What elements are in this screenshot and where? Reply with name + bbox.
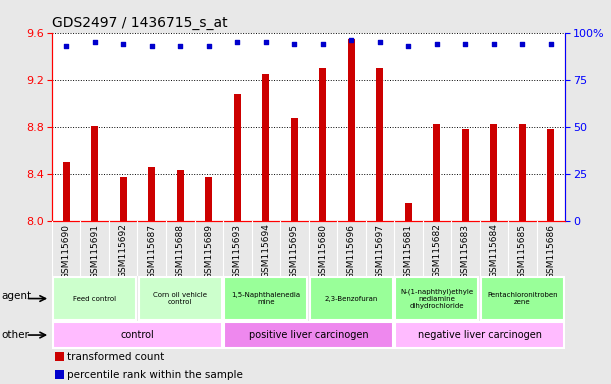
Bar xyxy=(148,167,155,221)
Point xyxy=(489,41,499,47)
Text: GSM115691: GSM115691 xyxy=(90,223,99,278)
Bar xyxy=(433,124,441,221)
Text: negative liver carcinogen: negative liver carcinogen xyxy=(418,330,541,340)
Point xyxy=(403,43,413,49)
Bar xyxy=(348,38,355,221)
Bar xyxy=(177,170,184,221)
Bar xyxy=(291,119,298,221)
Point xyxy=(119,41,128,47)
Text: GSM115682: GSM115682 xyxy=(433,223,441,278)
Bar xyxy=(139,277,222,320)
Bar xyxy=(519,124,526,221)
Point xyxy=(147,43,156,49)
Point xyxy=(318,41,327,47)
Point xyxy=(61,43,71,49)
Point xyxy=(346,37,356,43)
Text: GSM115681: GSM115681 xyxy=(404,223,413,278)
Bar xyxy=(91,126,98,221)
Point xyxy=(90,39,100,45)
Text: 1,5-Naphthalenedia
mine: 1,5-Naphthalenedia mine xyxy=(231,292,301,305)
Text: Pentachloronitroben
zene: Pentachloronitroben zene xyxy=(487,292,558,305)
Bar xyxy=(224,277,307,320)
Bar xyxy=(233,94,241,221)
Text: positive liver carcinogen: positive liver carcinogen xyxy=(249,330,368,340)
Point xyxy=(232,39,242,45)
Bar xyxy=(205,177,213,221)
Point xyxy=(261,39,271,45)
Bar xyxy=(63,162,70,221)
Bar xyxy=(54,352,64,361)
Bar xyxy=(395,322,564,348)
Bar xyxy=(54,370,64,379)
Bar xyxy=(319,68,326,221)
Text: transformed count: transformed count xyxy=(67,352,164,362)
Bar xyxy=(376,68,384,221)
Bar xyxy=(53,277,136,320)
Text: Corn oil vehicle
control: Corn oil vehicle control xyxy=(153,292,207,305)
Text: Feed control: Feed control xyxy=(73,296,116,301)
Point xyxy=(290,41,299,47)
Bar xyxy=(547,129,555,221)
Text: GSM115696: GSM115696 xyxy=(347,223,356,278)
Bar xyxy=(224,322,393,348)
Text: GSM115689: GSM115689 xyxy=(204,223,213,278)
Bar xyxy=(462,129,469,221)
Point xyxy=(375,39,385,45)
Text: N-(1-naphthyl)ethyle
nediamine
dihydrochloride: N-(1-naphthyl)ethyle nediamine dihydroch… xyxy=(400,288,474,309)
Point xyxy=(546,41,556,47)
Text: control: control xyxy=(120,330,155,340)
Point xyxy=(432,41,442,47)
Text: percentile rank within the sample: percentile rank within the sample xyxy=(67,370,243,380)
Text: GSM115680: GSM115680 xyxy=(318,223,327,278)
Text: agent: agent xyxy=(2,291,32,301)
Text: other: other xyxy=(2,330,30,340)
Text: GSM115688: GSM115688 xyxy=(176,223,185,278)
Bar xyxy=(481,277,564,320)
Point xyxy=(204,43,214,49)
Text: GDS2497 / 1436715_s_at: GDS2497 / 1436715_s_at xyxy=(52,16,227,30)
Text: GSM115690: GSM115690 xyxy=(62,223,71,278)
Text: GSM115685: GSM115685 xyxy=(518,223,527,278)
Text: GSM115692: GSM115692 xyxy=(119,223,128,278)
Text: 2,3-Benzofuran: 2,3-Benzofuran xyxy=(324,296,378,301)
Bar xyxy=(404,203,412,221)
Bar xyxy=(53,322,222,348)
Text: GSM115686: GSM115686 xyxy=(546,223,555,278)
Bar xyxy=(120,177,127,221)
Bar xyxy=(262,74,269,221)
Point xyxy=(461,41,470,47)
Bar xyxy=(310,277,393,320)
Text: GSM115693: GSM115693 xyxy=(233,223,242,278)
Bar xyxy=(395,277,478,320)
Text: GSM115687: GSM115687 xyxy=(147,223,156,278)
Text: GSM115697: GSM115697 xyxy=(375,223,384,278)
Text: GSM115683: GSM115683 xyxy=(461,223,470,278)
Text: GSM115694: GSM115694 xyxy=(262,223,270,278)
Point xyxy=(175,43,185,49)
Bar xyxy=(490,124,497,221)
Text: GSM115695: GSM115695 xyxy=(290,223,299,278)
Point xyxy=(518,41,527,47)
Text: GSM115684: GSM115684 xyxy=(489,223,499,278)
